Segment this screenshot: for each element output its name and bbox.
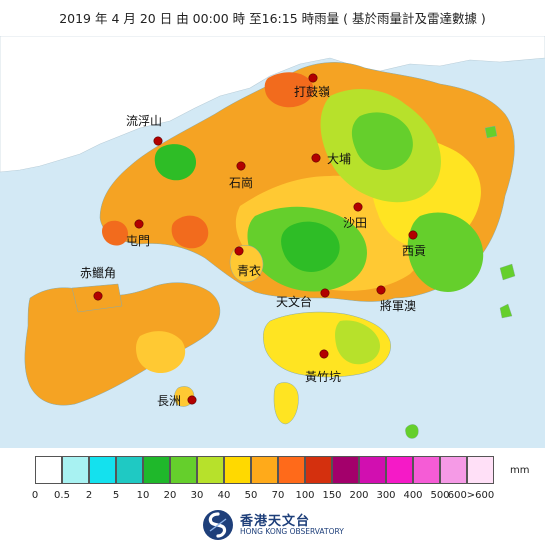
legend-tick: 5 (112, 490, 120, 501)
marker-lau-fau-shan (153, 136, 163, 146)
label-lau-fau-shan: 流浮山 (126, 114, 162, 128)
legend-unit: mm (510, 465, 530, 476)
marker-sha-tin (353, 202, 363, 212)
rainfall-map: 打鼓嶺 流浮山 大埔 石崗 沙田 屯門 西貢 青衣 赤鱲角 天文台 將軍澳 黃竹… (0, 36, 545, 448)
legend-tick: 70 (271, 490, 285, 501)
legend-swatch (197, 456, 224, 484)
hko-logo: 香港天文台 HONG KONG OBSERVATORY (198, 508, 348, 542)
legend-swatch (170, 456, 197, 484)
tuenmun-hotspot (171, 215, 209, 249)
label-ta-kwu-ling: 打鼓嶺 (294, 85, 330, 99)
label-tai-po: 大埔 (327, 152, 351, 166)
legend-swatch (440, 456, 467, 484)
marker-group (93, 73, 418, 405)
label-sai-kung: 西貢 (402, 244, 426, 258)
legend-tick: 20 (163, 490, 177, 501)
marker-sai-kung (408, 230, 418, 240)
northeast-green-zone (351, 112, 413, 170)
legend-tick: 300 (376, 490, 396, 501)
label-wong-chuk-hang: 黃竹坑 (305, 369, 341, 384)
tadkwuling-hotspot (264, 72, 314, 108)
legend-swatch (89, 456, 116, 484)
legend-tick: 150 (322, 490, 342, 501)
logo-name-en: HONG KONG OBSERVATORY (240, 527, 344, 536)
legend-tick: 0.5 (54, 490, 70, 501)
marker-tuen-mun (134, 219, 144, 229)
legend-swatch (413, 456, 440, 484)
legend-swatch (143, 456, 170, 484)
mainland-area (0, 36, 545, 173)
marker-wong-chuk-hang (319, 349, 329, 359)
label-tuen-mun: 屯門 (126, 234, 150, 248)
legend-tick: 400 (403, 490, 423, 501)
legend-swatch (305, 456, 332, 484)
legend-tick: 500 (430, 490, 450, 501)
legend-swatch (332, 456, 359, 484)
legend-tick: 600>600 (447, 490, 495, 501)
legend-swatch (386, 456, 413, 484)
map-title: 2019 年 4 月 20 日 由 00:00 時 至16:15 時雨量 ( 基… (59, 11, 486, 26)
shatin-darkgreen-zone (281, 221, 340, 273)
label-tseung-kwan-o: 將軍澳 (380, 298, 416, 313)
marker-shek-kong (236, 161, 246, 171)
legend-swatch (116, 456, 143, 484)
marker-ta-kwu-ling (308, 73, 318, 83)
logo-name-cn: 香港天文台 (240, 514, 311, 529)
label-chek-lap-kok: 赤鱲角 (80, 266, 116, 280)
marker-observatory (320, 288, 330, 298)
lamma-island (273, 382, 299, 425)
legend-tick: 30 (190, 490, 204, 501)
north-darkgreen-zone (154, 144, 197, 181)
marker-cheung-chau (187, 395, 197, 405)
saikung-green-zone (407, 212, 484, 292)
west-hotspot (102, 220, 128, 246)
legend-swatch (224, 456, 251, 484)
marker-chek-lap-kok (93, 291, 103, 301)
lantau-yellow-zone (136, 331, 186, 374)
label-observatory: 天文台 (276, 294, 312, 309)
legend-tick: 0 (31, 490, 39, 501)
legend-tick: 40 (217, 490, 231, 501)
label-sha-tin: 沙田 (343, 216, 367, 230)
legend-tick: 2 (85, 490, 93, 501)
legend-swatch (359, 456, 386, 484)
label-tsing-yi: 青衣 (237, 263, 261, 278)
marker-tsing-yi (234, 246, 244, 256)
legend-tick: 10 (136, 490, 150, 501)
legend-swatch (467, 456, 494, 484)
legend-swatch (251, 456, 278, 484)
legend-tick: 200 (349, 490, 369, 501)
legend-tick: 100 (295, 490, 315, 501)
east-islets (405, 125, 516, 439)
marker-tseung-kwan-o (376, 285, 386, 295)
hk-island-green-zone (335, 320, 381, 365)
legend-swatch (278, 456, 305, 484)
marker-tai-po (311, 153, 321, 163)
legend-tick: 50 (244, 490, 258, 501)
label-shek-kong: 石崗 (229, 176, 253, 190)
legend-swatch (62, 456, 89, 484)
hko-emblem-icon (203, 510, 233, 540)
label-cheung-chau: 長洲 (157, 394, 181, 408)
legend-swatch (35, 456, 62, 484)
